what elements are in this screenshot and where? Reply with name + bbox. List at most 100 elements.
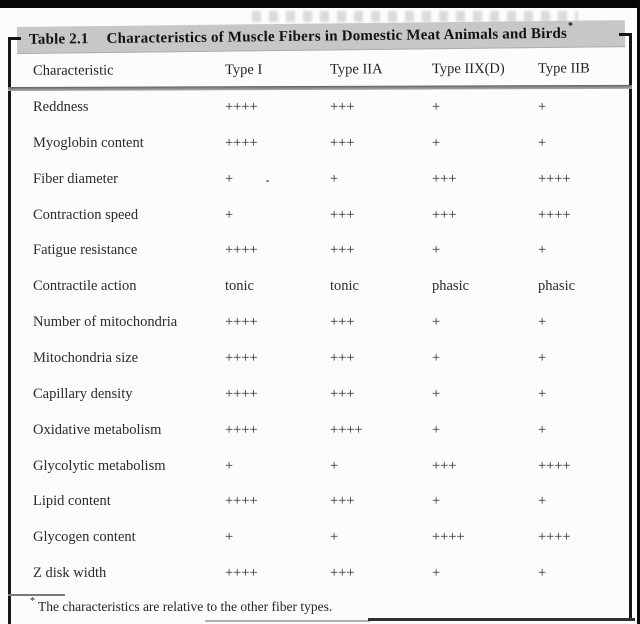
scan-edge-right xyxy=(637,0,640,624)
row-characteristic: Mitochondria size xyxy=(33,349,139,366)
table-row: Fatigue resistance ++++ +++ + + xyxy=(0,242,640,260)
row-value-type-i: + xyxy=(225,170,234,187)
table-row: Contraction speed + +++ +++ ++++ xyxy=(0,207,640,225)
header-divider-rule xyxy=(8,84,633,91)
row-value-type-i: ++++ xyxy=(225,385,258,402)
scan-edge-top xyxy=(0,0,640,8)
footnote-marker: * xyxy=(30,595,35,607)
row-value-type-iia: + xyxy=(330,529,339,546)
row-value-type-iib: + xyxy=(538,565,547,582)
column-header-type-iib: Type IIB xyxy=(537,60,590,77)
row-value-type-iia: ++++ xyxy=(330,421,363,438)
row-value-type-iixd: + xyxy=(432,99,441,115)
row-characteristic: Myoglobin content xyxy=(33,134,144,151)
row-value-type-iia: + xyxy=(330,457,339,474)
row-value-type-iia: +++ xyxy=(330,242,355,259)
row-value-type-iib: + xyxy=(538,385,547,402)
row-value-type-i: ++++ xyxy=(225,242,258,259)
row-value-type-iixd: phasic xyxy=(432,278,470,295)
row-value-type-iixd: + xyxy=(432,565,441,582)
row-value-type-iia: +++ xyxy=(330,565,355,582)
row-value-type-iixd: + xyxy=(432,134,441,151)
table-row: Mitochondria size ++++ +++ + + xyxy=(0,350,640,368)
table-row: Myoglobin content ++++ +++ + + xyxy=(0,135,640,153)
row-value-type-iixd: + xyxy=(432,242,441,259)
row-value-type-iixd: + xyxy=(432,493,441,510)
row-value-type-i: + xyxy=(225,457,234,474)
row-value-type-iixd: + xyxy=(432,314,441,331)
row-characteristic: Fiber diameter xyxy=(33,170,118,187)
row-value-type-iia: +++ xyxy=(330,385,355,402)
table-row: Number of mitochondria ++++ +++ + + xyxy=(0,314,640,332)
table-row: Reddness ++++ +++ + + xyxy=(0,99,640,117)
row-value-type-iib: + xyxy=(538,99,547,115)
row-value-type-iixd: +++ xyxy=(432,457,457,474)
row-value-type-iib: ++++ xyxy=(538,457,571,474)
row-value-type-iib: + xyxy=(538,134,547,151)
row-characteristic: Oxidative metabolism xyxy=(33,421,162,438)
scan-bottom-line-light xyxy=(205,620,370,622)
row-characteristic: Z disk width xyxy=(33,565,107,582)
row-value-type-iixd: ++++ xyxy=(432,529,465,546)
row-value-type-iia: +++ xyxy=(330,349,355,366)
row-characteristic: Glycogen content xyxy=(33,529,136,546)
row-characteristic: Number of mitochondria xyxy=(33,314,178,331)
table-header-row: Characteristic Type I Type IIA Type IIX(… xyxy=(0,60,640,81)
row-value-type-iib: ++++ xyxy=(538,529,571,546)
table-row: Capillary density ++++ +++ + + xyxy=(0,386,640,404)
column-header-type-iia: Type IIA xyxy=(329,61,383,78)
row-value-type-iib: ++++ xyxy=(538,170,571,187)
row-value-type-iib: + xyxy=(538,349,547,366)
table-row: Lipid content ++++ +++ + + xyxy=(0,493,640,511)
table-row: Glycogen content + + ++++ ++++ xyxy=(0,529,640,547)
row-value-type-iib: phasic xyxy=(538,278,576,295)
table-row: Contractile action tonic tonic phasic ph… xyxy=(0,278,640,296)
row-value-type-iixd: + xyxy=(432,421,441,438)
row-characteristic: Lipid content xyxy=(33,493,111,510)
row-characteristic: Contractile action xyxy=(33,278,137,295)
bleed-through-artifact xyxy=(252,11,578,22)
table-border-right-tick xyxy=(619,33,632,36)
row-value-type-i: tonic xyxy=(225,278,254,295)
table-border-right xyxy=(629,33,632,621)
row-value-type-iia: + xyxy=(330,170,339,187)
scan-speck-artifact xyxy=(266,180,269,182)
row-value-type-i: ++++ xyxy=(225,493,258,510)
row-value-type-iixd: +++ xyxy=(432,206,457,223)
table-border-left-tick xyxy=(8,37,21,40)
row-characteristic: Fatigue resistance xyxy=(33,242,138,259)
row-value-type-iib: + xyxy=(538,493,547,510)
row-value-type-iixd: + xyxy=(432,349,441,366)
table-row: Z disk width ++++ +++ + + xyxy=(0,565,640,583)
row-value-type-i: + xyxy=(225,206,234,223)
row-value-type-i: ++++ xyxy=(225,134,258,151)
row-characteristic: Glycolytic metabolism xyxy=(33,457,166,474)
row-value-type-iixd: + xyxy=(432,385,441,402)
table-border-left xyxy=(8,37,11,624)
row-value-type-i: + xyxy=(225,529,234,546)
footnote-text: The characteristics are relative to the … xyxy=(38,599,333,614)
row-value-type-iia: +++ xyxy=(330,314,355,331)
row-value-type-iib: + xyxy=(538,421,547,438)
title-footnote-marker: * xyxy=(567,20,574,32)
row-value-type-i: ++++ xyxy=(225,421,258,438)
row-value-type-iib: + xyxy=(538,242,547,259)
footnote-rule xyxy=(8,594,65,596)
column-header-characteristic: Characteristic xyxy=(32,62,114,79)
row-value-type-iib: ++++ xyxy=(538,206,571,223)
table-row: Oxidative metabolism ++++ ++++ + + xyxy=(0,422,640,440)
row-value-type-i: ++++ xyxy=(225,314,258,331)
row-value-type-iia: tonic xyxy=(330,278,359,295)
table-row: Fiber diameter + + +++ ++++ xyxy=(0,171,640,189)
row-value-type-i: ++++ xyxy=(225,565,258,582)
column-header-type-iixd: Type IIX(D) xyxy=(431,60,505,78)
row-characteristic: Contraction speed xyxy=(33,206,139,223)
column-header-type-i: Type I xyxy=(224,61,263,79)
row-characteristic: Reddness xyxy=(33,99,89,115)
footnote: * The characteristics are relative to the… xyxy=(30,595,333,615)
row-characteristic: Capillary density xyxy=(33,385,133,402)
row-value-type-iia: +++ xyxy=(330,134,355,151)
row-value-type-iixd: +++ xyxy=(432,170,457,187)
table-row: Glycolytic metabolism + + +++ ++++ xyxy=(0,458,640,476)
